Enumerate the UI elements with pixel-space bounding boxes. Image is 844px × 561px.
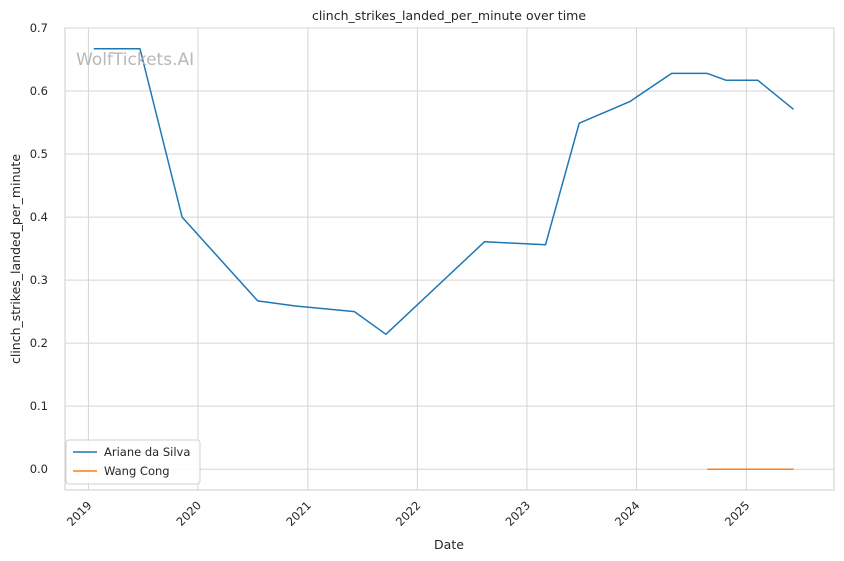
series-line-ariane-da-silva	[93, 48, 794, 336]
legend: Ariane da Silva Wang Cong	[65, 439, 201, 485]
x-ticks: 2019 2020 2021 2022 2023 2024 2025	[64, 498, 753, 529]
x-axis-label: Date	[434, 537, 464, 552]
x-tick-label: 2023	[502, 498, 533, 529]
x-tick-label: 2020	[173, 498, 204, 529]
legend-label-wang-cong: Wang Cong	[104, 464, 170, 478]
x-tick-label: 2025	[722, 498, 753, 529]
grid	[65, 27, 834, 490]
series-lines	[93, 48, 794, 470]
y-tick-label: 0.2	[30, 336, 48, 350]
y-ticks: 0.0 0.1 0.2 0.3 0.4 0.5 0.6 0.7	[30, 21, 48, 476]
legend-label-ariane-da-silva: Ariane da Silva	[104, 445, 190, 459]
y-tick-label: 0.1	[30, 399, 48, 413]
y-tick-label: 0.3	[30, 273, 48, 287]
x-tick-label: 2019	[64, 498, 95, 529]
x-tick-label: 2022	[393, 498, 424, 529]
legend-box	[65, 439, 201, 485]
y-tick-label: 0.5	[30, 147, 48, 161]
watermark: WolfTickets.AI	[76, 50, 194, 70]
x-tick-label: 2021	[283, 498, 314, 529]
y-tick-label: 0.6	[30, 84, 48, 98]
y-tick-label: 0.7	[30, 21, 48, 35]
chart-title: clinch_strikes_landed_per_minute over ti…	[312, 8, 586, 23]
y-axis-label: clinch_strikes_landed_per_minute	[8, 154, 23, 364]
y-tick-label: 0.4	[30, 210, 48, 224]
y-tick-label: 0.0	[30, 462, 48, 476]
x-tick-label: 2024	[612, 498, 643, 529]
plot-area	[64, 27, 835, 491]
